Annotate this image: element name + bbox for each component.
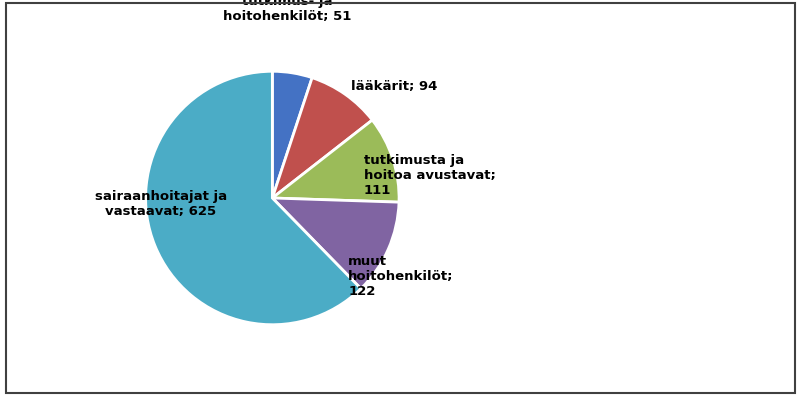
Text: tutkimus- ja
hoitohenkilöt; 51: tutkimus- ja hoitohenkilöt; 51 — [223, 0, 352, 23]
Wedge shape — [272, 78, 372, 198]
Text: tutkimusta ja
hoitoa avustavat;
111: tutkimusta ja hoitoa avustavat; 111 — [364, 154, 496, 197]
Text: muut
hoitohenkilöt;
122: muut hoitohenkilöt; 122 — [348, 255, 454, 298]
Text: lääkärit; 94: lääkärit; 94 — [351, 80, 437, 93]
Wedge shape — [146, 71, 361, 325]
Wedge shape — [272, 198, 399, 289]
Text: sairaanhoitajat ja
vastaavat; 625: sairaanhoitajat ja vastaavat; 625 — [95, 190, 227, 218]
Wedge shape — [272, 120, 399, 202]
Wedge shape — [272, 71, 312, 198]
